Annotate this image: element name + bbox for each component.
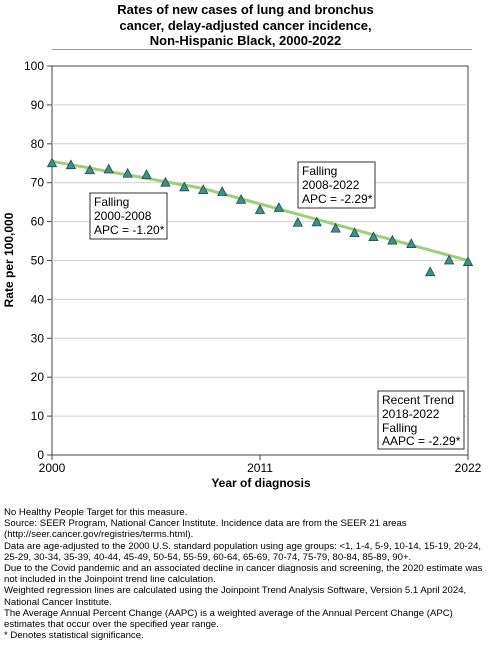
x-tick-label: 2011 xyxy=(247,461,273,475)
footnote: Weighted regression lines are calculated… xyxy=(4,585,467,608)
data-point xyxy=(235,193,247,204)
svg-text:Falling 2000-2008: Falling 2000-2008 APC = -1.20* xyxy=(94,195,165,237)
grid-lines xyxy=(52,104,468,417)
footnote: No Healthy People Target for this measur… xyxy=(4,507,188,518)
title-line: Non-Hispanic Black, 2000-2022 xyxy=(149,33,342,48)
data-point xyxy=(217,186,228,196)
annotation-line: AAPC = -2.29* xyxy=(382,434,461,448)
annotation-line: 2018-2022 xyxy=(382,407,440,421)
y-tick-label: 40 xyxy=(31,292,45,306)
data-point xyxy=(349,227,360,238)
y-tick-label: 30 xyxy=(31,331,45,345)
x-tick-label: 2000 xyxy=(39,461,66,475)
annotation-line: Falling xyxy=(94,195,129,209)
data-point xyxy=(406,238,417,249)
annotation-box: Falling 2008-2022 APC = -2.29* xyxy=(297,161,376,209)
chart: 0 10 20 30 40 50 60 70 80 90 100 2000 2011 2022 Year… xyxy=(2,59,482,490)
y-tick-label: 10 xyxy=(31,409,45,423)
footnote: Data are age-adjusted to the 2000 U.S. s… xyxy=(4,540,482,563)
annotation-line: Recent Trend xyxy=(382,393,454,407)
y-tick-label: 80 xyxy=(31,137,45,151)
data-point xyxy=(462,256,474,266)
footnotes: No Healthy People Target for this measur… xyxy=(4,507,488,641)
svg-text:Recent Trend 2018-2022: Recent Trend 2018-2022 Falling AAPC = -2… xyxy=(382,393,461,448)
footnote: The Average Annual Percent Change (AAPC)… xyxy=(4,607,453,631)
data-point xyxy=(46,157,58,168)
y-axis-label: Rate per 100,000 xyxy=(2,212,16,307)
data-point xyxy=(122,167,133,178)
data-point xyxy=(273,202,285,212)
title-line: cancer, delay-adjusted cancer incidence, xyxy=(119,17,372,33)
data-point-layer xyxy=(46,157,474,277)
y-tick-label: 20 xyxy=(31,370,45,384)
annotation-box: Recent Trend 2018-2022 Falling AAPC = -2… xyxy=(377,390,465,450)
data-point xyxy=(198,184,209,194)
data-point xyxy=(141,169,152,179)
footnote: * Denotes statistical significance. xyxy=(4,630,144,642)
y-tick-label: 70 xyxy=(31,176,45,190)
annotation-line: APC = -2.29* xyxy=(302,192,373,206)
data-point xyxy=(330,222,341,233)
title-line: Rates of new cases of lung and bronchus xyxy=(117,2,374,17)
y-tick-label: 100 xyxy=(24,59,44,73)
footnote: Source: SEER Program, National Cancer In… xyxy=(4,518,407,541)
x-axis-ticks: 2000 2011 2022 xyxy=(39,455,482,475)
y-tick-label: 90 xyxy=(31,98,45,112)
annotation-line: Falling xyxy=(382,421,417,435)
data-point xyxy=(368,231,379,242)
y-tick-label: 0 xyxy=(37,448,44,462)
annotation-line: 2008-2022 xyxy=(302,178,360,192)
y-tick-label: 50 xyxy=(31,254,45,268)
annotation-box: Falling 2000-2008 APC = -1.20* xyxy=(89,192,168,240)
y-tick-label: 60 xyxy=(31,215,45,229)
x-tick-label: 2022 xyxy=(455,461,482,475)
annotation-line: 2000-2008 xyxy=(94,209,152,223)
svg-text:Falling 2008-2022: Falling 2008-2022 APC = -2.29* xyxy=(302,164,373,206)
data-point xyxy=(179,181,190,192)
data-point xyxy=(254,204,266,214)
annotation-line: Falling xyxy=(302,164,337,178)
data-point xyxy=(103,163,114,174)
data-point xyxy=(311,216,322,227)
data-point xyxy=(65,159,77,170)
data-point xyxy=(84,164,95,175)
footnote: Due to the Covid pandemic and an associa… xyxy=(4,563,483,586)
x-axis-label: Year of diagnosis xyxy=(211,476,311,490)
data-point xyxy=(160,176,171,187)
data-point xyxy=(292,216,303,227)
data-point xyxy=(443,254,455,265)
chart-title: Rates of new cases of lung and bronchus … xyxy=(0,2,491,49)
data-point xyxy=(425,266,436,277)
title-divider xyxy=(52,49,472,50)
data-point xyxy=(387,234,398,245)
y-axis-ticks: 0 10 20 30 40 50 60 70 80 90 100 xyxy=(24,59,52,462)
annotation-line: APC = -1.20* xyxy=(94,223,165,237)
